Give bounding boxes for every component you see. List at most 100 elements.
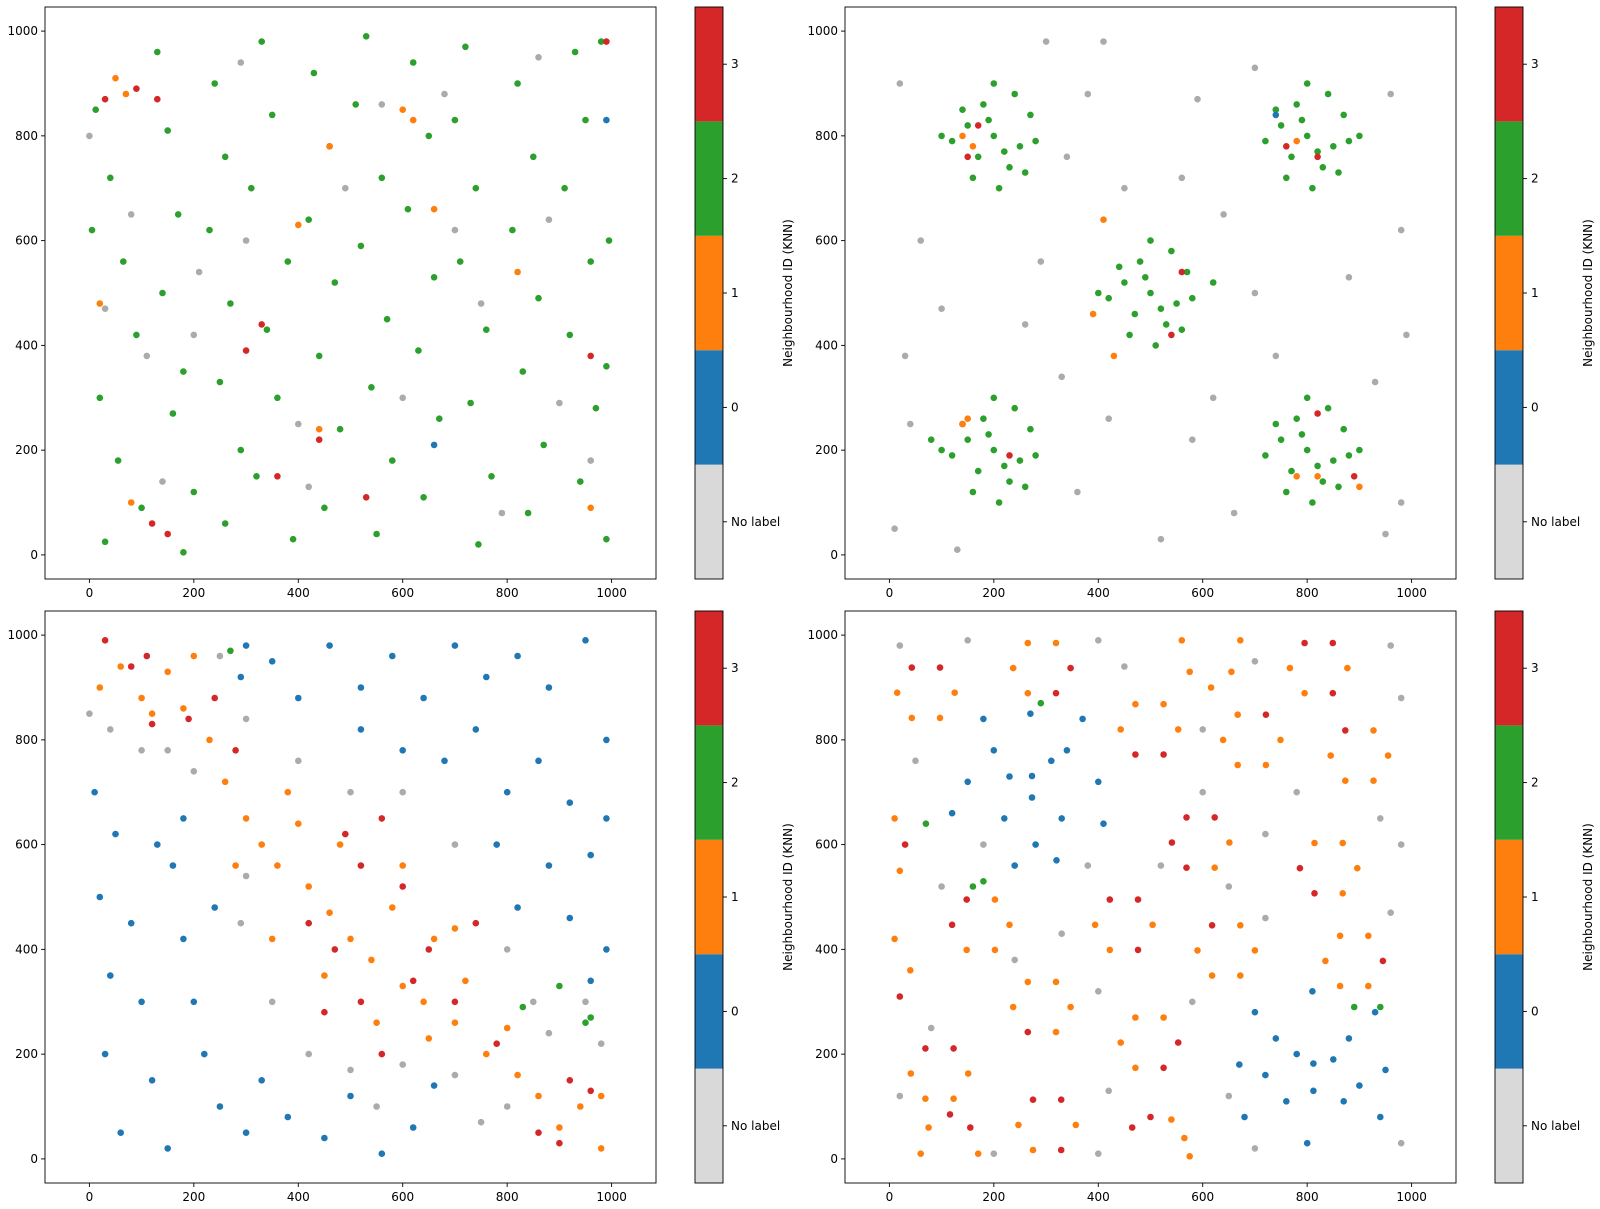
data-point (1048, 757, 1055, 765)
x-tick-label: 400 (287, 586, 310, 600)
data-point (980, 715, 987, 723)
data-point (545, 1029, 553, 1037)
data-point (1234, 761, 1241, 769)
data-point (1283, 174, 1290, 182)
data-point (1370, 727, 1377, 734)
plot-area (845, 611, 1456, 1183)
data-point (969, 883, 977, 890)
data-point (456, 258, 464, 265)
data-point (399, 862, 407, 869)
data-point (1356, 446, 1363, 454)
data-point (1067, 1003, 1074, 1011)
data-point (1350, 473, 1358, 480)
data-point (1293, 415, 1300, 423)
data-point (545, 862, 553, 869)
data-point (190, 331, 198, 339)
axes-frame (44, 610, 657, 1184)
data-point (284, 788, 292, 796)
data-point (1403, 331, 1410, 339)
data-point (1251, 289, 1259, 297)
data-point (959, 106, 966, 113)
x-tick-label: 600 (1191, 1190, 1214, 1204)
data-point (1168, 247, 1175, 255)
y-tick-label: 600 (815, 234, 838, 248)
data-point (1149, 921, 1156, 929)
data-point (1021, 483, 1029, 491)
y-tick-label: 1000 (807, 24, 838, 38)
data-point (901, 352, 909, 360)
data-point (498, 509, 506, 517)
data-point (1310, 1060, 1317, 1067)
data-point (974, 1150, 982, 1157)
data-point (1147, 289, 1154, 297)
data-point (1303, 80, 1311, 87)
axes-frame (44, 6, 657, 580)
data-point (1272, 352, 1280, 360)
colorbar-segment (695, 121, 723, 236)
data-point (1309, 499, 1316, 506)
data-point (1365, 932, 1372, 940)
data-point (1340, 425, 1347, 433)
data-point (1345, 137, 1353, 145)
data-point (1021, 169, 1029, 176)
data-point (357, 684, 365, 691)
y-tick-label: 800 (815, 129, 838, 143)
data-point (1178, 268, 1186, 276)
data-point (1301, 639, 1308, 647)
data-point (1377, 815, 1384, 822)
data-point (1330, 143, 1337, 150)
data-point (326, 143, 333, 150)
data-point (284, 1113, 292, 1121)
data-point (1272, 111, 1280, 119)
data-point (331, 946, 339, 953)
data-point (1134, 896, 1142, 903)
data-point (488, 473, 495, 480)
data-point (1057, 1146, 1065, 1154)
data-point (1251, 947, 1259, 954)
data-point (1199, 726, 1206, 733)
data-point (242, 642, 250, 649)
data-point (1132, 1014, 1139, 1021)
data-point (948, 452, 956, 459)
data-point (1028, 794, 1036, 801)
data-point (1225, 883, 1233, 890)
data-point (164, 1145, 171, 1152)
data-point (378, 1150, 386, 1157)
data-point (295, 694, 302, 702)
colorbar-tick-label: 2 (1531, 172, 1539, 186)
data-point (896, 993, 904, 1000)
data-point (1251, 658, 1259, 665)
scatter-panel-1: 0 200 400 600 800 1000 0 200 400 600 800 1000 No lab… (7, 6, 795, 600)
data-point (242, 715, 250, 723)
data-point (1194, 947, 1201, 954)
data-point (938, 883, 945, 890)
data-point (1052, 639, 1060, 647)
data-point (1132, 1064, 1139, 1072)
data-point (436, 415, 443, 423)
data-point (991, 946, 999, 954)
data-point (950, 1045, 957, 1052)
data-point (514, 268, 521, 276)
colorbar-tick-label: 1 (1531, 890, 1539, 904)
colorbar-tick-label: No label (731, 1119, 780, 1133)
data-point (1293, 788, 1300, 796)
data-point (1277, 436, 1285, 444)
data-point (248, 184, 255, 192)
data-point (1397, 694, 1405, 702)
colorbar-segment (695, 954, 723, 1069)
data-point (1128, 1124, 1136, 1131)
data-point (990, 132, 998, 140)
data-point (1121, 663, 1128, 670)
data-point (1168, 1116, 1175, 1123)
data-point (991, 896, 999, 903)
data-point (556, 982, 563, 990)
data-point (597, 1040, 605, 1047)
data-point (331, 279, 339, 286)
data-point (483, 1050, 490, 1058)
data-point (321, 972, 328, 979)
colorbar-segment (1495, 839, 1523, 955)
data-point (1006, 452, 1013, 459)
data-point (535, 54, 542, 61)
data-point (321, 504, 328, 512)
data-point (1329, 639, 1337, 647)
